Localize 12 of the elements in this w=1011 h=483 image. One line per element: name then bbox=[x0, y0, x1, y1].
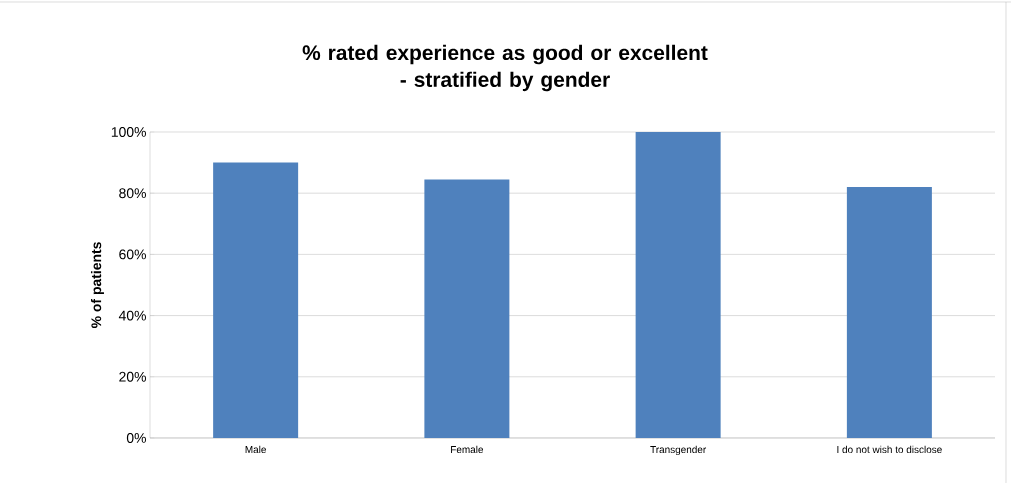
y-tick-label: 80% bbox=[119, 188, 146, 199]
x-tick-label: Male bbox=[245, 445, 266, 454]
y-tick-label: 20% bbox=[119, 371, 146, 382]
chart-title: % rated experience as good or excellent - stratified by gender bbox=[302, 44, 708, 92]
x-tick-label: Transgender bbox=[650, 445, 707, 456]
y-tick-label: 40% bbox=[118, 310, 146, 321]
y-axis-title: % of patients bbox=[90, 242, 104, 329]
y-tick-label: 100% bbox=[111, 127, 146, 137]
y-tick-label: 60% bbox=[119, 249, 146, 260]
x-tick-label: I do not wish to disclose bbox=[837, 445, 942, 454]
y-tick-label: 0% bbox=[126, 433, 146, 443]
x-tick-label: Female bbox=[451, 445, 484, 454]
